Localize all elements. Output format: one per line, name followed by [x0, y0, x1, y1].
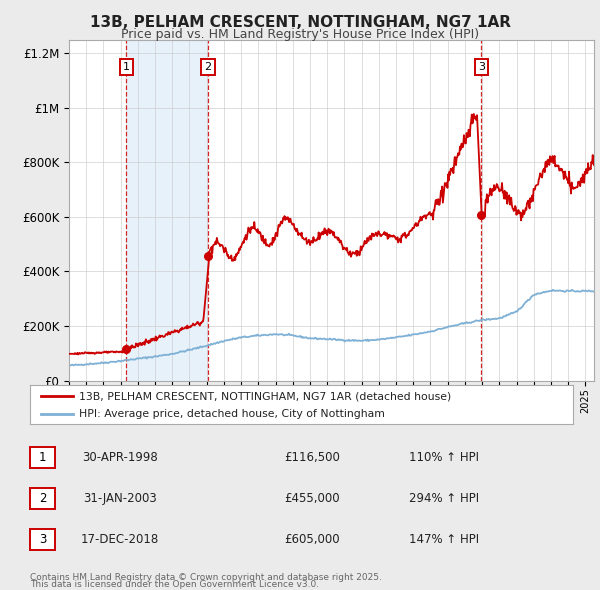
Text: £605,000: £605,000 — [284, 533, 340, 546]
Text: £116,500: £116,500 — [284, 451, 340, 464]
Text: 31-JAN-2003: 31-JAN-2003 — [83, 492, 157, 505]
Text: 1: 1 — [123, 62, 130, 72]
Text: 17-DEC-2018: 17-DEC-2018 — [81, 533, 159, 546]
Bar — [127, 40, 208, 381]
Text: Price paid vs. HM Land Registry's House Price Index (HPI): Price paid vs. HM Land Registry's House … — [121, 28, 479, 41]
Text: 30-APR-1998: 30-APR-1998 — [82, 451, 158, 464]
Text: £455,000: £455,000 — [284, 492, 340, 505]
Text: This data is licensed under the Open Government Licence v3.0.: This data is licensed under the Open Gov… — [30, 580, 319, 589]
Text: Contains HM Land Registry data © Crown copyright and database right 2025.: Contains HM Land Registry data © Crown c… — [30, 573, 382, 582]
Text: 2: 2 — [205, 62, 212, 72]
Text: 3: 3 — [478, 62, 485, 72]
Text: 1: 1 — [39, 451, 46, 464]
Text: HPI: Average price, detached house, City of Nottingham: HPI: Average price, detached house, City… — [79, 409, 385, 419]
Text: 3: 3 — [39, 533, 46, 546]
Text: 110% ↑ HPI: 110% ↑ HPI — [409, 451, 479, 464]
Text: 13B, PELHAM CRESCENT, NOTTINGHAM, NG7 1AR: 13B, PELHAM CRESCENT, NOTTINGHAM, NG7 1A… — [89, 15, 511, 30]
Text: 147% ↑ HPI: 147% ↑ HPI — [409, 533, 479, 546]
Text: 294% ↑ HPI: 294% ↑ HPI — [409, 492, 479, 505]
Text: 2: 2 — [39, 492, 46, 505]
Text: 13B, PELHAM CRESCENT, NOTTINGHAM, NG7 1AR (detached house): 13B, PELHAM CRESCENT, NOTTINGHAM, NG7 1A… — [79, 391, 451, 401]
